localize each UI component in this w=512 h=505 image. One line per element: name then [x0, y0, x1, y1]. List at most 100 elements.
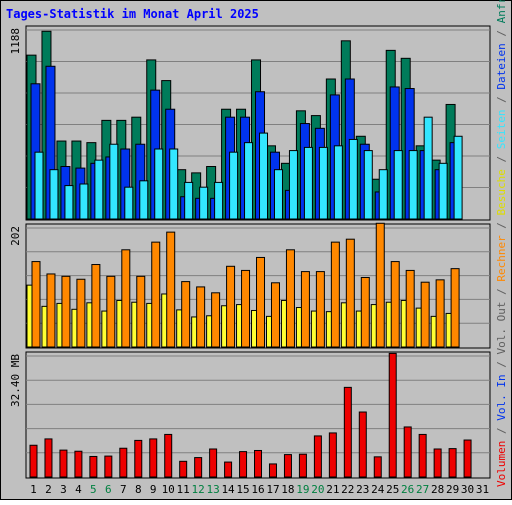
x-axis-tick-labels: 1 2 3 4 5 6 7 8 9 10 11 12 13 14 15 16 17 18 19 20 21 22 23 24 2…	[30, 483, 489, 496]
bar-seiten-day-24	[378, 169, 388, 220]
bar-volumen-day-15	[239, 451, 248, 478]
bar-rechner-day-23	[360, 276, 370, 348]
bar-seiten-day-17	[273, 169, 283, 220]
bar-rechner-day-7	[121, 249, 131, 348]
side-legend-item: Anfragen	[495, 0, 508, 23]
bar-volumen-day-2	[44, 438, 53, 478]
x-tick-label-1: 1	[30, 483, 37, 496]
side-legend: Volumen / Vol. In / Vol. Out / Rechner /…	[495, 0, 508, 487]
bar-volumen-day-25	[388, 352, 397, 478]
bar-volumen-day-26	[403, 426, 412, 478]
bar-volumen-day-10	[164, 433, 173, 478]
bar-rechner-day-22	[345, 238, 355, 348]
side-legend-item: Rechner	[495, 235, 508, 282]
x-tick-label-4: 4	[75, 483, 82, 496]
bar-rechner-day-16	[256, 256, 266, 348]
side-legend-item: /	[495, 215, 508, 235]
bar-seiten-day-13	[214, 181, 224, 220]
bar-seiten-day-7	[124, 186, 134, 220]
bar-seiten-day-27	[423, 116, 433, 220]
x-tick-label-24: 24	[371, 483, 385, 496]
x-tick-label-12: 12	[192, 483, 205, 496]
bar-rechner-day-20	[315, 271, 325, 348]
bar-rechner-day-25	[390, 261, 400, 348]
bar-volumen-day-8	[134, 439, 143, 478]
bar-rechner-day-18	[285, 249, 295, 348]
bar-seiten-day-8	[139, 180, 149, 220]
side-legend-item: Dateien	[495, 43, 508, 89]
bar-rechner-day-28	[435, 279, 445, 348]
bar-rechner-day-15	[241, 269, 251, 348]
bar-volumen-day-5	[89, 455, 98, 478]
bar-seiten-day-11	[184, 181, 194, 220]
side-legend-item: Volumen	[495, 441, 508, 487]
bar-rechner-day-21	[330, 241, 340, 348]
bar-rechner-day-17	[270, 282, 280, 348]
bar-seiten-day-25	[393, 150, 403, 220]
side-legend-item: Besuche	[495, 169, 508, 215]
x-tick-label-23: 23	[356, 483, 369, 496]
panel-ymax-label: 202	[9, 226, 22, 246]
panel-ymax-label: 1188	[9, 28, 22, 55]
x-tick-label-3: 3	[60, 483, 67, 496]
bar-rechner-day-3	[61, 275, 71, 348]
bar-rechner-day-13	[211, 292, 221, 348]
bar-volumen-day-14	[224, 461, 233, 478]
bar-seiten-day-1	[34, 151, 44, 220]
bar-seiten-day-23	[363, 150, 373, 220]
bar-volumen-day-28	[433, 448, 442, 478]
side-legend-item: /	[495, 90, 508, 110]
x-tick-label-18: 18	[281, 483, 294, 496]
bar-rechner-day-5	[91, 264, 101, 348]
bar-rechner-day-10	[166, 231, 176, 348]
bar-rechner-day-11	[181, 281, 191, 348]
bar-seiten-day-29	[453, 135, 463, 220]
bar-volumen-day-22	[343, 386, 352, 478]
bar-volumen-day-29	[448, 448, 457, 478]
side-legend-item: /	[495, 149, 508, 169]
bar-seiten-day-2	[49, 169, 59, 220]
bar-rechner-day-8	[136, 275, 146, 348]
x-tick-label-11: 11	[177, 483, 190, 496]
bar-rechner-day-26	[405, 269, 415, 348]
x-tick-label-19: 19	[296, 483, 309, 496]
x-tick-label-25: 25	[386, 483, 399, 496]
x-tick-label-22: 22	[341, 483, 354, 496]
x-tick-label-6: 6	[105, 483, 112, 496]
bar-volumen-day-30	[463, 439, 472, 478]
bar-volumen-day-4	[74, 450, 83, 478]
bar-volumen-day-23	[358, 411, 367, 478]
chart-title: Tages-Statistik im Monat April 2025	[6, 7, 259, 21]
bar-seiten-day-21	[333, 145, 343, 220]
x-tick-label-9: 9	[150, 483, 157, 496]
x-tick-label-20: 20	[311, 483, 324, 496]
side-legend-item: Seiten	[495, 109, 508, 149]
panel-3: 32.40 MB	[9, 351, 491, 479]
x-tick-label-30: 30	[461, 483, 474, 496]
side-legend-item: Vol. Out	[495, 302, 508, 355]
x-tick-label-10: 10	[162, 483, 175, 496]
bar-volumen-day-6	[104, 455, 113, 478]
x-tick-label-15: 15	[236, 483, 249, 496]
bar-seiten-day-10	[169, 148, 179, 220]
x-tick-label-7: 7	[120, 483, 127, 496]
x-tick-label-16: 16	[251, 483, 264, 496]
bar-seiten-day-18	[288, 150, 298, 220]
bar-volumen-day-3	[59, 449, 68, 478]
panel-2: 202	[9, 222, 491, 349]
bar-volumen-day-9	[149, 438, 158, 478]
x-tick-label-26: 26	[401, 483, 414, 496]
bar-seiten-day-20	[318, 146, 328, 220]
panel-1: 1188	[9, 25, 491, 221]
x-tick-label-17: 17	[266, 483, 279, 496]
x-tick-label-27: 27	[416, 483, 429, 496]
bar-volumen-day-24	[373, 456, 382, 478]
bar-volumen-day-27	[418, 433, 427, 478]
bar-seiten-day-9	[154, 148, 164, 220]
bar-seiten-day-4	[79, 183, 89, 220]
bar-volumen-day-17	[268, 463, 277, 478]
bar-volumen-day-19	[298, 453, 307, 478]
bar-rechner-day-29	[450, 268, 460, 348]
x-tick-label-5: 5	[90, 483, 97, 496]
